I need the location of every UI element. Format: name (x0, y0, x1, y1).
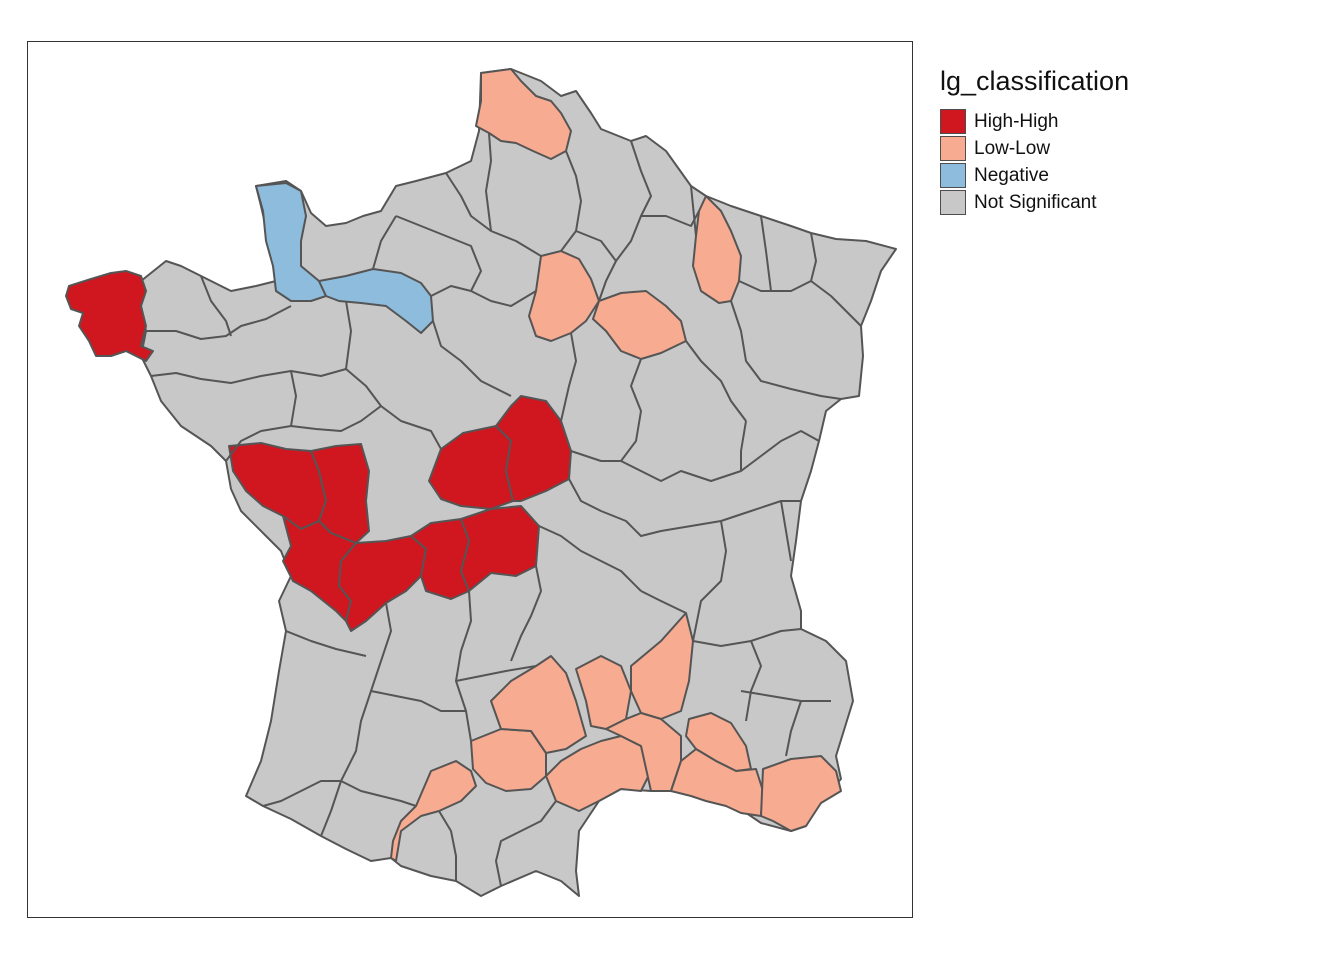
map-region-creuse (460, 505, 540, 592)
legend-item-negative: Negative (940, 162, 1129, 189)
legend-label-low-low: Low-Low (974, 137, 1051, 159)
legend-item-high-high: High-High (940, 108, 1129, 135)
legend-label-negative: Negative (974, 164, 1049, 186)
legend-label-not-significant: Not Significant (974, 191, 1097, 213)
legend-swatch-low-low (940, 136, 966, 161)
legend-label-high-high: High-High (974, 110, 1059, 132)
map-region-yonne (592, 290, 687, 360)
map-region-haute-garonne (390, 760, 477, 862)
legend-swatch-high-high (940, 109, 966, 134)
legend-swatch-negative (940, 163, 966, 188)
legend-item-low-low: Low-Low (940, 135, 1129, 162)
map-region-nord (475, 68, 572, 160)
map-region-aveyron (490, 655, 587, 754)
france-choropleth-map (65, 68, 897, 897)
legend-title: lg_classification (940, 66, 1130, 96)
department-boundaries (146, 132, 862, 887)
map-region-orne (318, 268, 434, 334)
map-panel (27, 41, 913, 918)
legend-item-not-significant: Not Significant (940, 189, 1129, 216)
map-region-deux-sevres (310, 443, 370, 544)
map-legend: lg_classification High-High Low-Low Nega… (940, 66, 1129, 216)
legend-swatch-not-significant (940, 190, 966, 215)
map-region-finistere (65, 270, 154, 362)
map-region-ardeche (630, 612, 694, 720)
map-region-var (760, 755, 842, 832)
map-region-aube (528, 250, 600, 342)
